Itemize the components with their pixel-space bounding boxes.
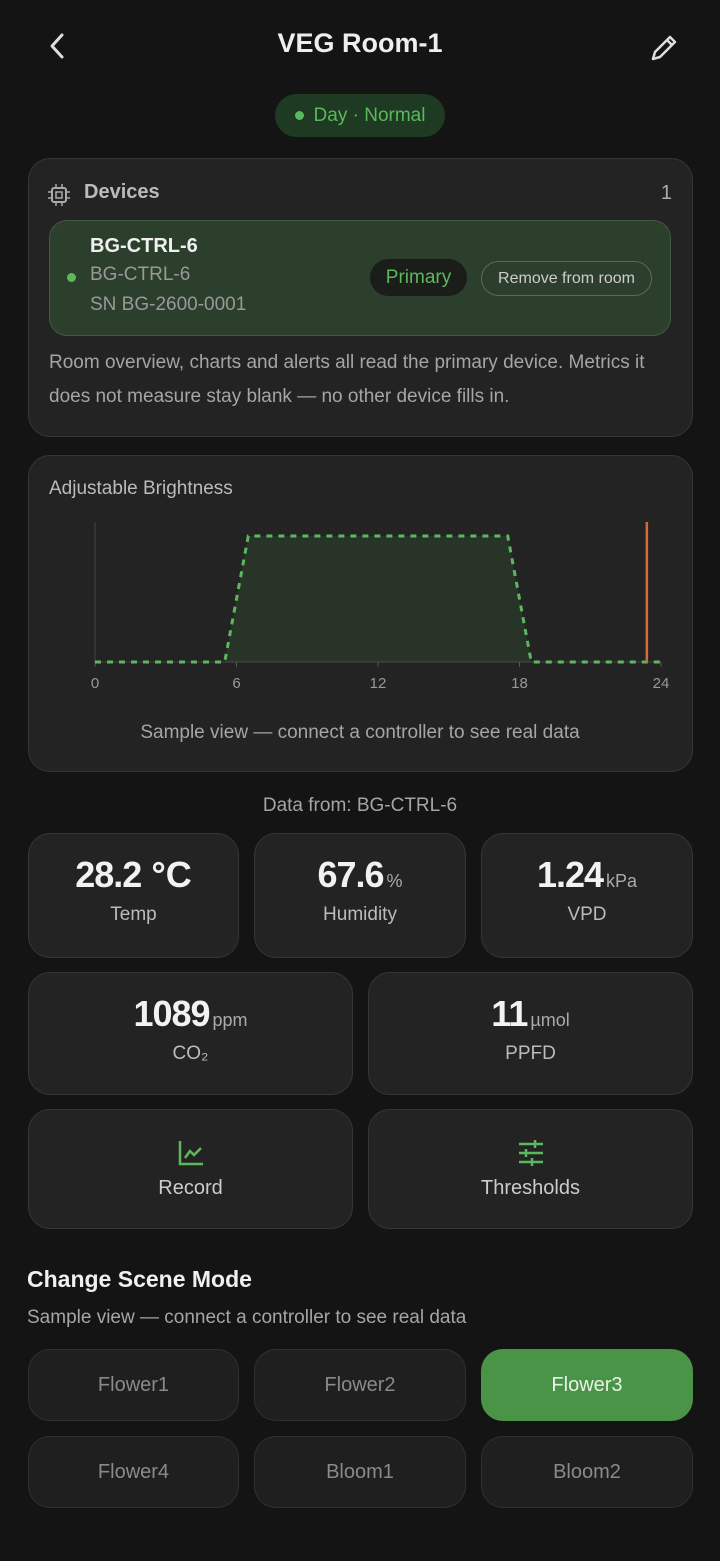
metric-value: 28.2 [75, 854, 142, 895]
metric-card: 67.6% Humidity [254, 833, 466, 958]
scene-mode-button[interactable]: Bloom1 [254, 1436, 466, 1508]
page-title: VEG Room-1 [277, 28, 443, 58]
scene-title: Change Scene Mode [27, 1266, 252, 1292]
record-icon [178, 1140, 203, 1165]
status-dot [294, 111, 304, 120]
device-count: 1 [660, 182, 672, 204]
metric-reading: 28.2 °C [29, 854, 238, 896]
device-name: BG-CTRL-6 [90, 235, 198, 257]
x-tick-label: 12 [370, 675, 387, 692]
chip-icon [48, 184, 70, 206]
edit-button[interactable] [648, 32, 680, 64]
brightness-area [95, 536, 661, 662]
metric-card: 1089 ppm CO₂ [28, 972, 353, 1095]
device-serial: SN BG-2600-0001 [90, 294, 247, 315]
metric-value: 11 [491, 993, 528, 1034]
metric-card: 11 µmol PPFD [368, 972, 693, 1095]
metric-label: VPD [567, 904, 607, 925]
metric-unit: µmol [530, 1010, 570, 1030]
metric-unit: % [386, 871, 403, 891]
device-model: BG-CTRL-6 [90, 264, 191, 285]
thresholds-label: Thresholds [481, 1176, 580, 1199]
primary-badge: Primary [370, 259, 467, 296]
x-tick-label: 6 [232, 675, 240, 692]
metric-reading: 67.6% [255, 854, 465, 896]
status-pill: Day · Normal [275, 94, 445, 137]
thresholds-icon [518, 1139, 543, 1166]
x-tick-label: 18 [511, 675, 528, 692]
chart: 0 6 12 18 24 [91, 522, 670, 692]
devices-note: Room overview, charts and alerts all rea… [49, 352, 645, 407]
metric-value: 1.24 [536, 854, 604, 895]
metric-value: 1089 [133, 993, 210, 1034]
metric-label: Humidity [323, 904, 397, 925]
x-tick-label: 0 [91, 675, 99, 692]
scene-mode-button[interactable]: Flower1 [28, 1349, 239, 1421]
scene-mode-button[interactable]: Bloom2 [481, 1436, 693, 1508]
metric-unit: ppm [212, 1010, 248, 1030]
scene-mode-button[interactable]: Flower2 [254, 1349, 466, 1421]
device-row[interactable] [49, 220, 671, 336]
scene-subtitle: Sample view — connect a controller to se… [27, 1307, 467, 1328]
brightness-line [95, 534, 661, 664]
x-tick-label: 24 [653, 675, 670, 692]
metric-label: Temp [110, 904, 157, 925]
data-source: Data from: BG-CTRL-6 [262, 795, 458, 816]
metric-reading: 11 µmol [369, 993, 692, 1035]
metric-label: CO₂ [172, 1043, 209, 1064]
chart-caption: Sample view — connect a controller to se… [140, 722, 580, 743]
metric-reading: 1089 ppm [29, 993, 352, 1035]
status-text: Day · Normal [313, 104, 426, 126]
online-dot [67, 273, 76, 282]
record-label: Record [158, 1176, 223, 1199]
chart-title: Adjustable Brightness [49, 478, 233, 499]
thresholds-button[interactable]: Thresholds [368, 1109, 693, 1229]
record-button[interactable]: Record [28, 1109, 353, 1229]
remove-button[interactable]: Remove from room [481, 261, 652, 296]
metric-unit: °C [151, 854, 192, 895]
back-button[interactable] [42, 30, 72, 62]
metric-value: 67.6 [317, 854, 384, 895]
metric-card: 1.24 kPa VPD [481, 833, 693, 958]
chart-card [28, 455, 693, 772]
metric-unit: kPa [606, 871, 638, 891]
scene-mode-button[interactable]: Flower3 [481, 1349, 693, 1421]
scene-mode-button[interactable]: Flower4 [28, 1436, 239, 1508]
metric-label: PPFD [505, 1043, 556, 1064]
devices-title: Devices [84, 181, 160, 203]
metric-reading: 1.24 kPa [482, 854, 692, 896]
metric-card: 28.2 °C Temp [28, 833, 239, 958]
